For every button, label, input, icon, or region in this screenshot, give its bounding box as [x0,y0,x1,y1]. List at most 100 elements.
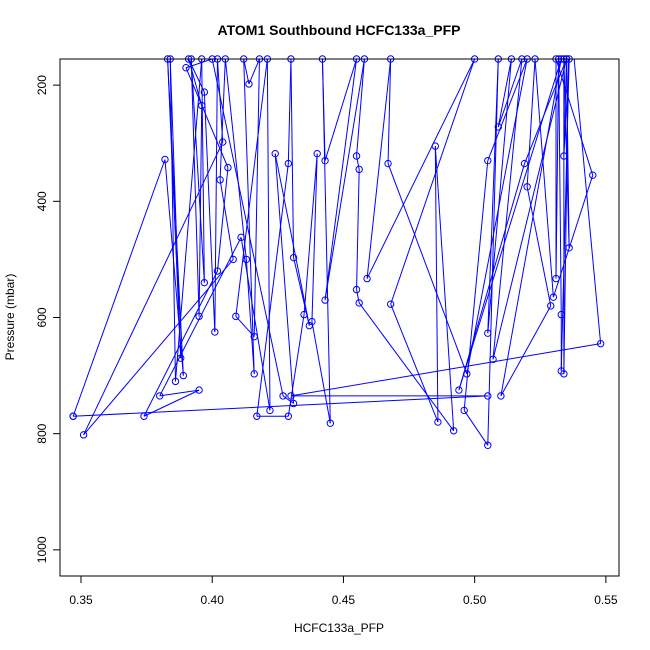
series-line-segment [224,59,247,260]
data-point [232,312,240,321]
series-line-segment [487,59,499,446]
data-point [300,310,308,319]
series-line-segment [434,146,439,423]
series-line-segment [321,59,326,161]
x-axis-label: HCFC133a_PFP [294,621,384,635]
data-point [284,159,293,168]
series-line-segment [214,59,218,333]
series-line-segment [188,59,203,106]
data-point [547,302,555,310]
series-line-segment [558,59,562,315]
data-point [250,332,258,341]
data-point [489,355,497,364]
data-point [289,253,298,262]
data-point [560,152,568,160]
series-line-segment [387,163,468,375]
data-point [79,431,88,439]
series-line-segment [72,159,166,417]
y-tick-label: 1000 [35,536,49,563]
series-line-segment [552,175,594,298]
series-line-segment [235,316,255,338]
data-point [352,152,361,160]
series-line-segment [356,155,360,170]
series-line-segment [219,179,234,260]
data-point [434,418,442,426]
data-point [224,163,232,172]
data-point [253,412,261,420]
data-point [245,80,253,88]
series-line-segment [534,59,554,298]
series-line-segment [243,59,255,374]
data-point [565,244,573,252]
data-point [557,310,565,319]
series-line-segment [83,141,224,436]
data-point [182,64,190,72]
data-point [321,156,329,165]
series-line-segment [198,105,203,317]
series-line-segment [169,59,182,359]
data-point [386,300,395,308]
series-line-segment [256,163,289,417]
series-line-segment [143,270,218,417]
data-point [195,386,203,394]
data-point [355,299,363,307]
series-line-segment [211,59,284,397]
data-point [279,392,287,400]
y-axis-label: Pressure (mbar) [3,274,17,361]
data-point [200,278,209,287]
data-point [177,354,185,362]
data-point [198,101,206,110]
data-point [156,392,164,400]
data-point [237,233,245,242]
data-point [289,399,298,408]
x-tick-label: 0.35 [69,593,93,607]
y-tick-label: 600 [35,307,49,327]
data-point [484,441,492,449]
series-line-segment [500,305,552,397]
series-line-segment [324,59,358,301]
series-line-segment [266,59,271,411]
data-point [455,386,463,394]
data-point [523,183,531,191]
series-line-segment [324,59,358,161]
series-line-segment [573,59,602,344]
y-axis: 200 400 600 800 1000 [35,75,61,563]
series-line-segment [235,59,268,317]
series-line-segment [311,321,331,424]
series-line-segment [243,59,250,85]
x-tick-label: 0.50 [463,593,487,607]
series-line-segment [500,59,562,397]
data-point [352,285,361,294]
series-line-segment [434,146,455,431]
data-point [308,317,316,326]
data-point [69,412,77,420]
data-point [242,255,251,264]
y-tick-label: 200 [35,75,49,95]
series-line-segment [563,59,570,248]
series-line-segment [274,153,310,326]
data-point [326,419,335,427]
series-line-segment [303,153,318,315]
data-point [560,370,568,378]
series-line-segment [358,302,455,432]
data-point [250,370,258,378]
series-line-segment [555,59,560,279]
series-line-segment [282,395,294,404]
series-line-segment [526,186,552,306]
data-point [589,171,597,179]
data-point [216,176,224,184]
series-line-segment [73,395,488,417]
data-point [140,412,148,420]
series-line-segment [492,59,523,360]
data-point [549,293,558,301]
series-line-segment [555,59,594,176]
data-point [219,138,227,146]
series-line-segment [356,59,365,157]
series-line-segment [356,169,360,290]
data-point [355,165,363,174]
series-points [69,55,605,449]
series-line-segment [497,59,523,128]
data-point [321,296,329,304]
series-line-segment [563,59,569,374]
